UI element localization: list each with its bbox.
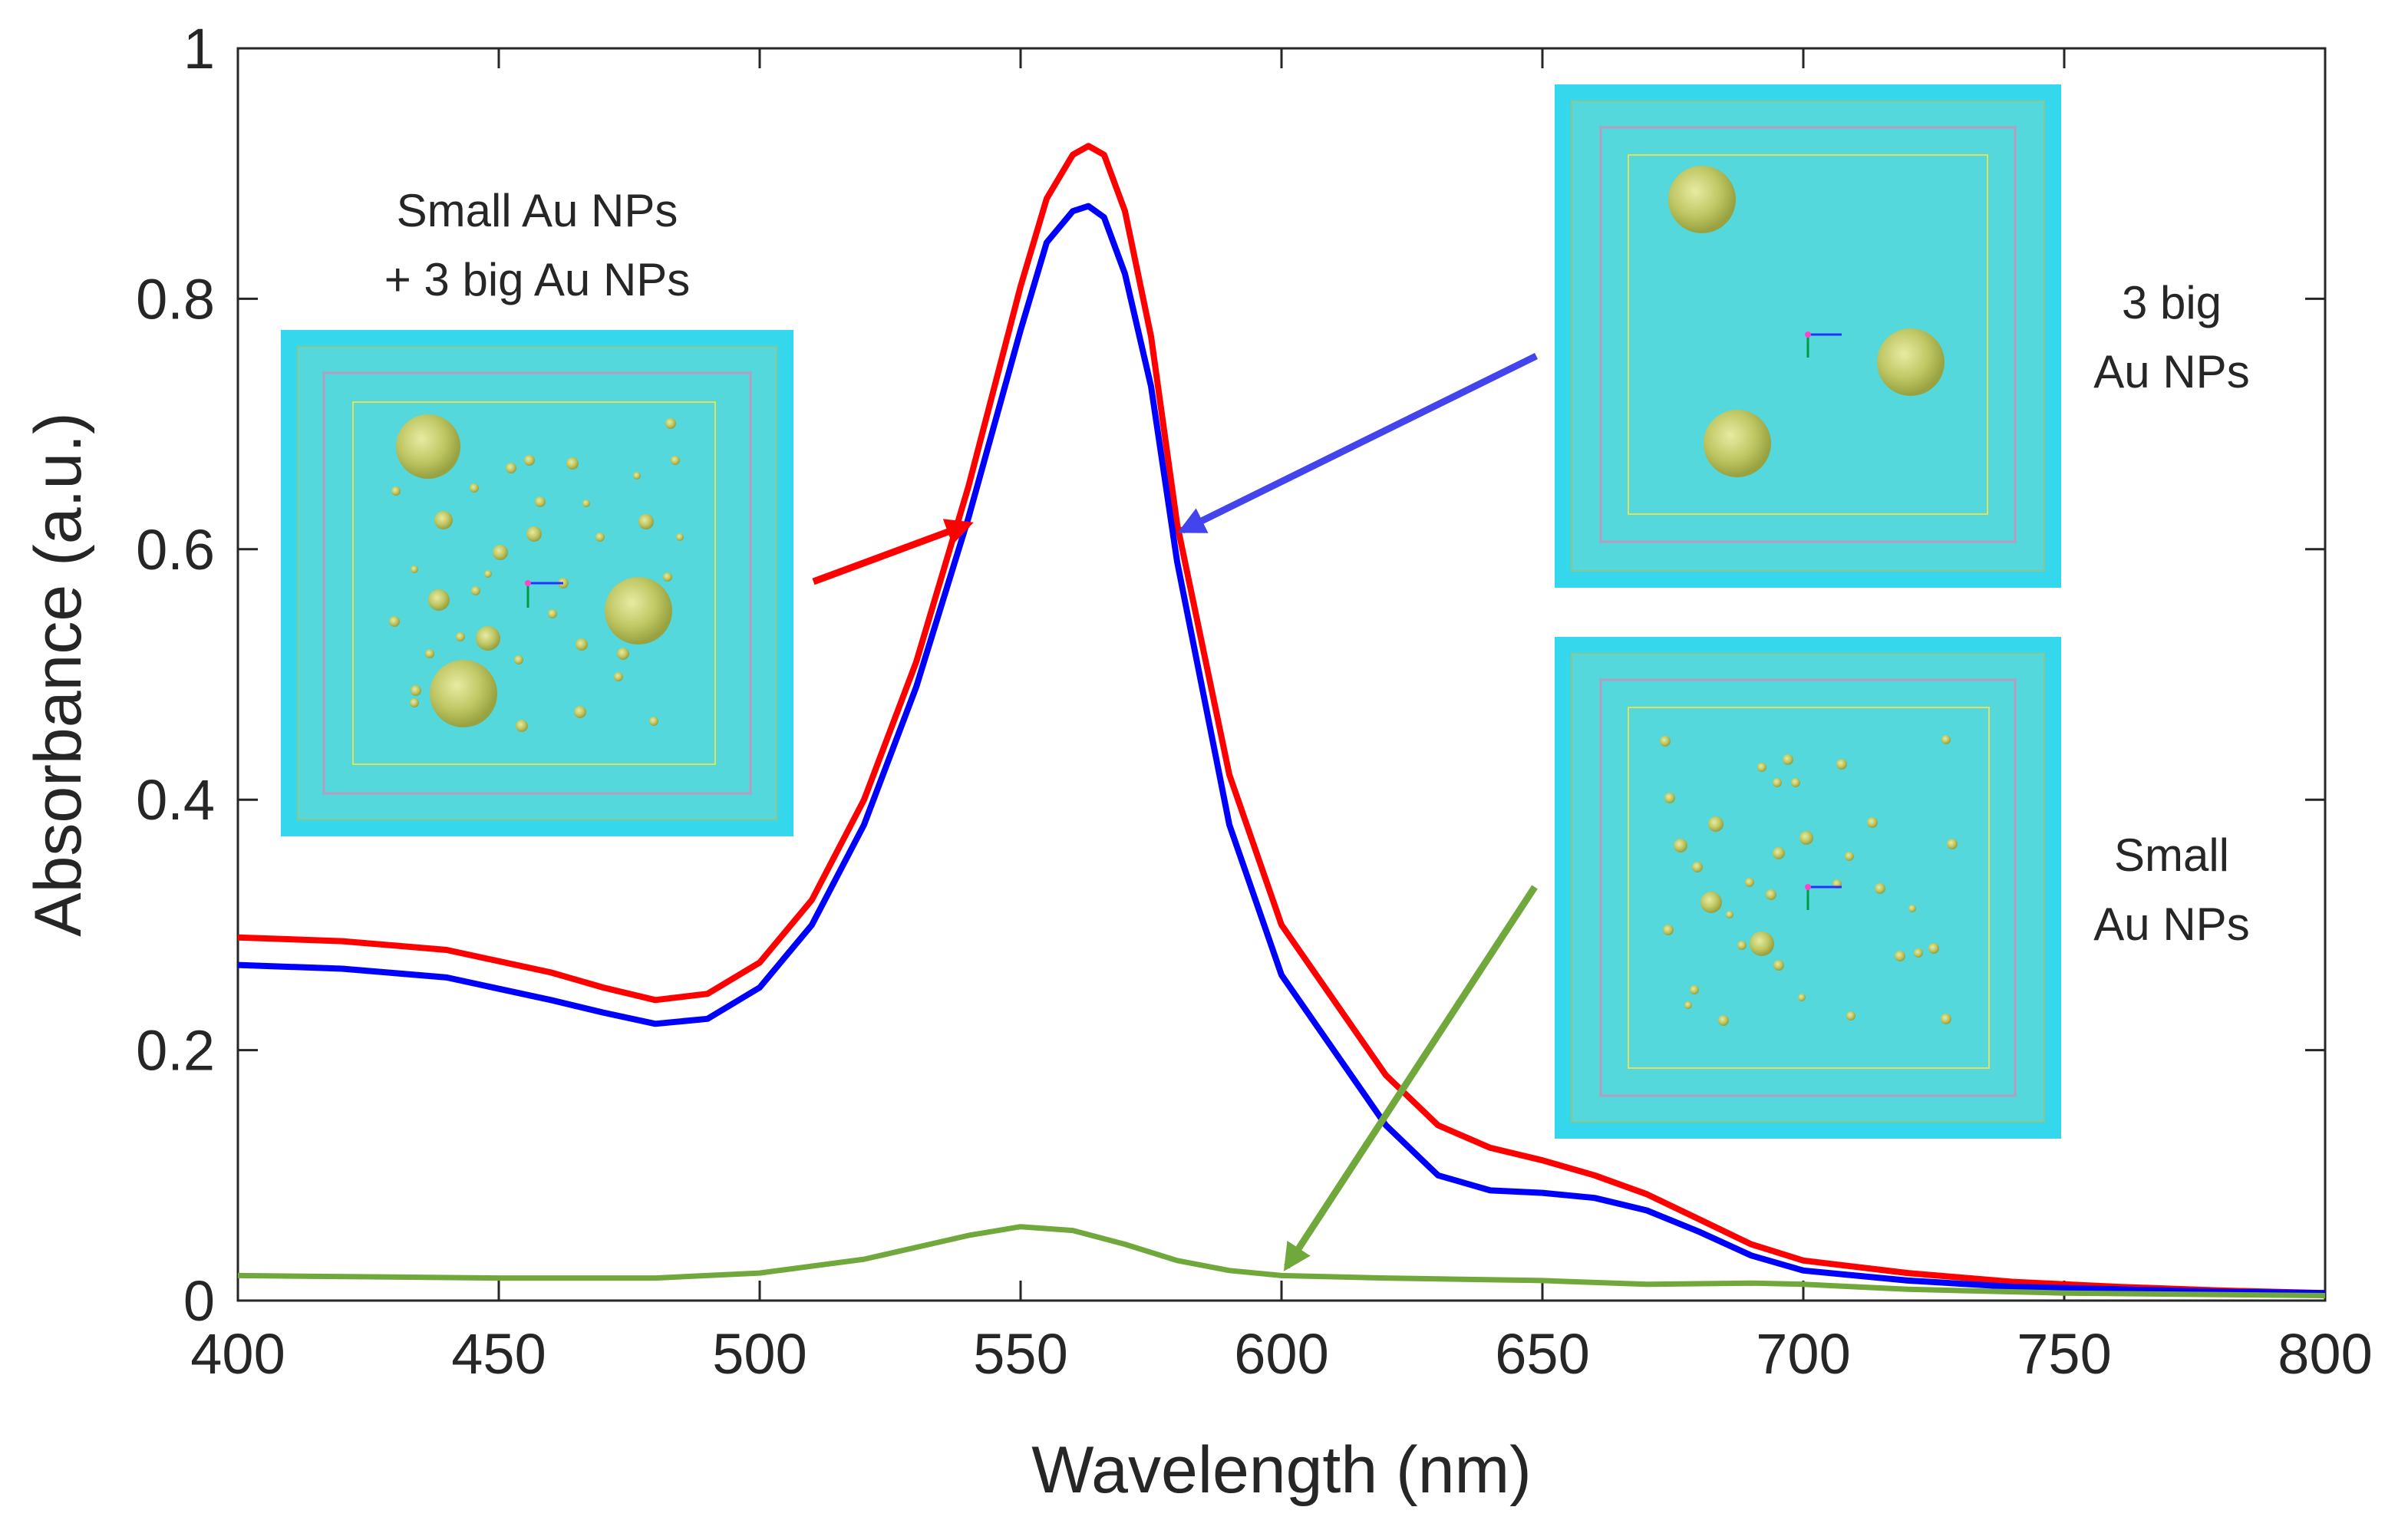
x-tick-label: 550 [973, 1322, 1067, 1386]
x-tick-label: 800 [2278, 1322, 2372, 1386]
x-tick-label: 700 [1756, 1322, 1850, 1386]
arrow-small [1283, 885, 1538, 1271]
x-tick-label: 750 [2017, 1322, 2111, 1386]
inset-small [1555, 637, 2061, 1139]
arrow-mixed [812, 519, 974, 585]
inset-label-small-line2: Au NPs [2093, 899, 2249, 950]
y-tick-label: 0.8 [136, 267, 215, 331]
x-axis-title: Wavelength (nm) [1031, 1433, 1532, 1507]
y-tick-label: 1 [183, 17, 215, 81]
x-tick-label: 400 [190, 1322, 285, 1386]
inset-label-big-line2: Au NPs [2093, 346, 2249, 397]
inset-label-mixed-line2: + 3 big Au NPs [384, 254, 691, 305]
y-axis-title: Absorbance (a.u.) [21, 412, 95, 937]
inset-label-big-line1: 3 big [2122, 277, 2222, 328]
series-line-small [237, 1224, 2326, 1298]
series-line-big [237, 203, 2326, 1297]
axis-ticks: 400 450 500 550 600 650 700 750 800 0 0.2 0.4 0.6 0.8… [136, 17, 2373, 1386]
y-tick-label: 0.4 [136, 768, 215, 832]
series-layer [237, 143, 2326, 1298]
series-line-mixed [237, 143, 2326, 1297]
inset-label-mixed-line1: Small Au NPs [397, 185, 678, 236]
arrow-big [1177, 352, 1538, 534]
inset-mixed [281, 330, 793, 836]
x-tick-label: 500 [712, 1322, 807, 1386]
x-tick-label: 450 [451, 1322, 546, 1386]
y-tick-label: 0 [183, 1269, 215, 1333]
x-tick-label: 600 [1234, 1322, 1328, 1386]
x-tick-label: 650 [1495, 1322, 1589, 1386]
y-tick-label: 0.2 [136, 1019, 215, 1083]
y-tick-label: 0.6 [136, 518, 215, 582]
inset-label-small-line1: Small [2114, 829, 2229, 881]
inset-big [1555, 84, 2061, 588]
